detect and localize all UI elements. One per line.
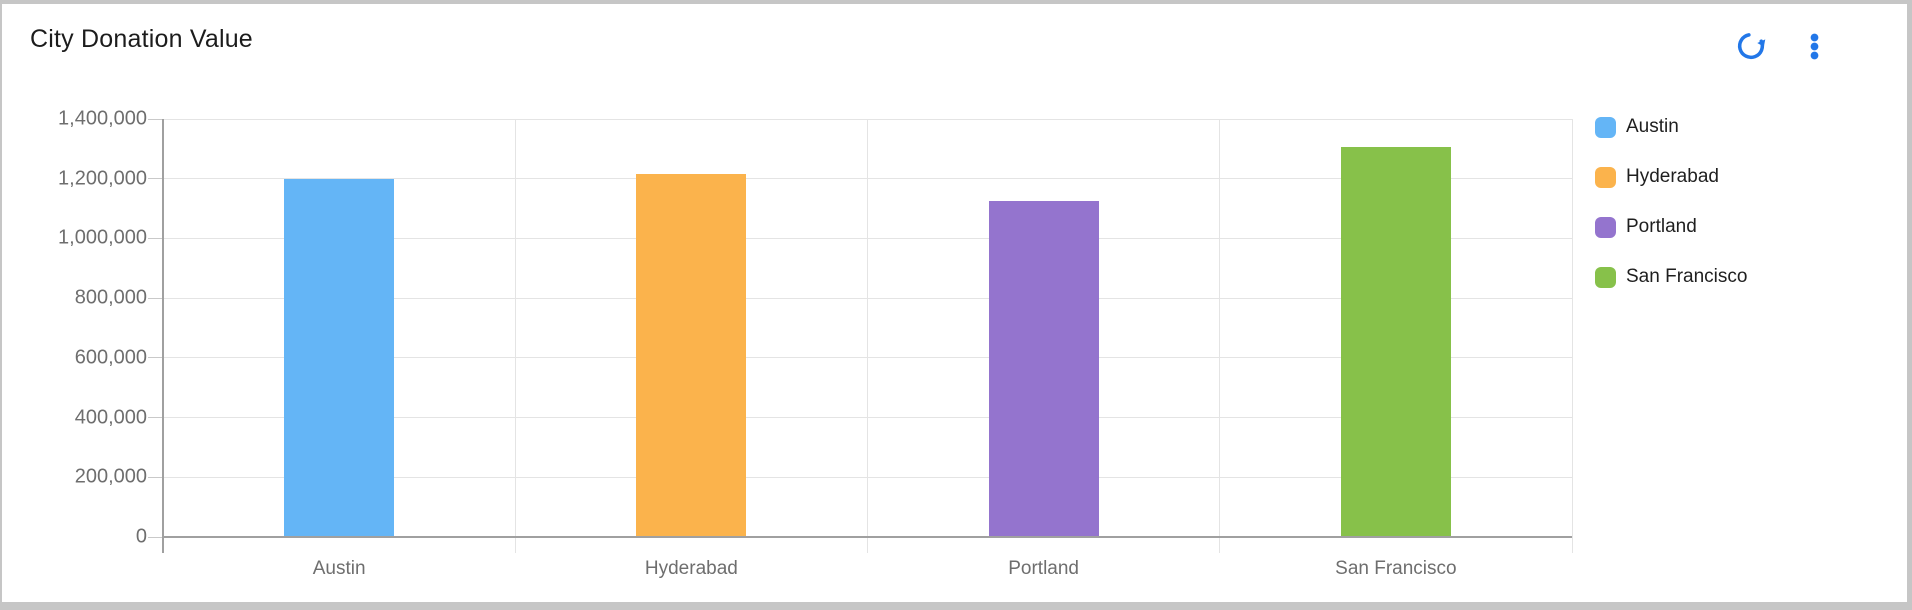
- x-axis-line: [163, 536, 1572, 538]
- legend-item-hyderabad[interactable]: Hyderabad: [1595, 152, 1747, 202]
- page-title: City Donation Value: [30, 25, 253, 53]
- legend-item-portland[interactable]: Portland: [1595, 202, 1747, 252]
- y-axis-label: 600,000: [74, 346, 147, 369]
- legend-swatch-icon: [1595, 116, 1616, 138]
- y-axis-label: 1,400,000: [58, 107, 147, 130]
- menu-button[interactable]: [1794, 26, 1834, 66]
- legend-label: Portland: [1626, 216, 1697, 237]
- bar-portland[interactable]: [988, 201, 1099, 537]
- legend-swatch-icon: [1595, 266, 1616, 288]
- bar-austin[interactable]: [284, 178, 395, 537]
- legend-swatch-icon: [1595, 216, 1616, 238]
- bar-san-francisco[interactable]: [1340, 147, 1451, 537]
- y-tick: [148, 297, 163, 299]
- x-axis-label: San Francisco: [1335, 558, 1457, 579]
- legend-label: Austin: [1626, 116, 1679, 137]
- y-axis-label: 1,200,000: [58, 167, 147, 190]
- refresh-icon: [1734, 29, 1768, 63]
- refresh-button[interactable]: [1731, 26, 1771, 66]
- x-axis-label: Portland: [1008, 558, 1080, 579]
- y-tick: [148, 118, 163, 120]
- y-tick: [148, 357, 163, 359]
- y-axis-label: 400,000: [74, 406, 147, 429]
- x-gridline: [867, 119, 868, 553]
- x-gridline: [514, 119, 516, 553]
- x-axis-label: Austin: [312, 558, 366, 579]
- x-axis-label: Hyderabad: [644, 558, 738, 579]
- legend-label: San Francisco: [1626, 266, 1748, 287]
- y-axis-label: 1,000,000: [58, 226, 147, 249]
- x-gridline: [1571, 119, 1573, 553]
- kebab-menu-icon: [1799, 31, 1830, 62]
- legend-label: Hyderabad: [1626, 166, 1719, 187]
- y-tick: [148, 417, 163, 419]
- y-tick: [148, 476, 163, 478]
- card-border-left: [0, 0, 2, 610]
- card-border-bottom: [0, 602, 1912, 610]
- chart-legend: Austin Hyderabad Portland San Francisco: [1595, 102, 1747, 302]
- y-axis-line: [162, 119, 164, 553]
- x-gridline: [1219, 119, 1221, 553]
- y-tick: [148, 237, 163, 239]
- y-axis-label: 0: [135, 525, 147, 548]
- y-axis-label: 800,000: [74, 286, 147, 309]
- bar-hyderabad[interactable]: [636, 174, 747, 537]
- y-tick: [148, 178, 163, 180]
- legend-item-austin[interactable]: Austin: [1595, 102, 1747, 152]
- legend-swatch-icon: [1595, 166, 1616, 188]
- y-tick: [148, 536, 163, 538]
- y-axis-label: 200,000: [74, 465, 147, 488]
- legend-item-san-francisco[interactable]: San Francisco: [1595, 252, 1747, 302]
- card-border-top: [0, 0, 1912, 4]
- card-border-right: [1907, 0, 1912, 610]
